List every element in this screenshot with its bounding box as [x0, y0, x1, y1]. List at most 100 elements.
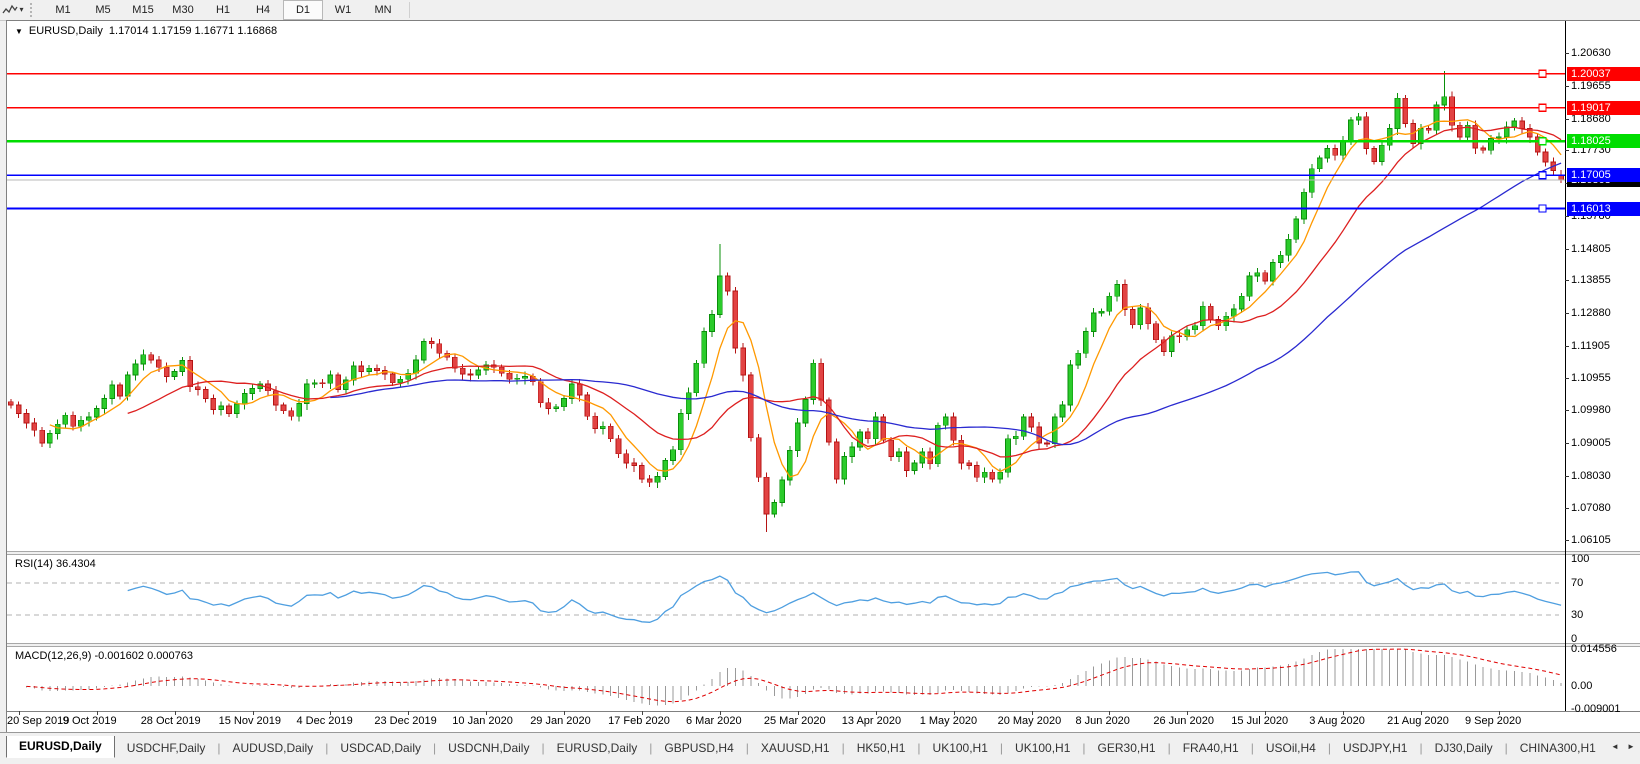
axis-tick — [1565, 377, 1569, 379]
date-tick — [18, 711, 20, 715]
date-tick — [875, 711, 877, 715]
panel-splitter[interactable] — [7, 551, 1640, 555]
chart-tab-audusd-daily[interactable]: AUDUSD,Daily — [232, 741, 314, 755]
date-axis-label: 8 Jun 2020 — [1075, 715, 1130, 727]
timeframe-button-m1[interactable]: M1 — [55, 4, 71, 16]
axis-tick — [1565, 85, 1569, 87]
rsi-axis-label: 30 — [1571, 608, 1584, 621]
date-tick — [564, 711, 566, 715]
price-axis-label: 1.11905 — [1571, 339, 1610, 352]
chart-tab-uk100-h1[interactable]: UK100,H1 — [932, 741, 988, 755]
level-line-handle[interactable] — [1538, 103, 1547, 113]
tab-divider: | — [841, 741, 845, 755]
chart-window: ▼ EURUSD,Daily 1.17014 1.17159 1.16771 1… — [6, 20, 1640, 733]
tab-scroll-right-icon[interactable]: ► — [1627, 742, 1635, 751]
price-axis-label: 1.20630 — [1571, 47, 1611, 60]
timeframe-button-m15[interactable]: M15 — [132, 4, 154, 16]
chart-tab-fra40-h1[interactable]: FRA40,H1 — [1182, 741, 1239, 755]
chart-symbol-label: EURUSD,Daily — [28, 25, 103, 37]
level-price-badge: 1.16013 — [1567, 201, 1640, 216]
date-tick — [1187, 711, 1189, 715]
chart-ohlc-values: 1.17014 1.17159 1.16771 1.16868 — [108, 25, 278, 37]
chart-tab-usdcad-daily[interactable]: USDCAD,Daily — [340, 741, 421, 755]
macd-histogram — [25, 649, 1562, 706]
horizontal-level-line[interactable] — [7, 69, 1565, 78]
date-axis-label: 17 Feb 2020 — [608, 715, 670, 727]
timeframe-button-m30[interactable]: M30 — [172, 4, 194, 16]
tab-divider: | — [217, 741, 221, 755]
price-axis-label: 1.07080 — [1571, 501, 1611, 514]
macd-signal-line — [26, 648, 1562, 703]
date-axis-label: 28 Oct 2019 — [140, 715, 201, 727]
price-chart-plot — [7, 69, 1565, 533]
chart-tab-gbpusd-h4[interactable]: GBPUSD,H4 — [664, 741, 734, 755]
chart-tab-usdchf-daily[interactable]: USDCHF,Daily — [126, 741, 206, 755]
tab-divider: | — [1250, 741, 1254, 755]
horizontal-level-line[interactable] — [7, 171, 1565, 180]
chart-tab-uk100-h1[interactable]: UK100,H1 — [1015, 741, 1071, 755]
date-axis-label: 13 Apr 2020 — [841, 715, 902, 727]
chart-tab-eurusd-daily[interactable]: EURUSD,Daily — [6, 736, 115, 758]
chart-tab-usdjpy-h1[interactable]: USDJPY,H1 — [1342, 741, 1408, 755]
date-axis-label: 9 Oct 2019 — [62, 715, 117, 727]
price-axis-line — [1565, 21, 1566, 711]
date-axis-label: 23 Dec 2019 — [374, 715, 437, 727]
axis-tick — [1565, 215, 1569, 217]
timeframe-button-m5[interactable]: M5 — [95, 4, 111, 16]
date-axis-label: 15 Jul 2020 — [1231, 715, 1289, 727]
chart-tabs: EURUSD,Daily USDCHF,Daily | AUDUSD,Daily | US… — [6, 736, 1606, 758]
date-axis-label: 20 Sep 2019 — [7, 715, 70, 727]
level-line-handle[interactable] — [1538, 204, 1547, 213]
axis-tick — [1565, 507, 1569, 509]
price-axis-label: 1.06105 — [1571, 534, 1611, 547]
macd-axis-label: 0.00 — [1571, 679, 1593, 692]
axis-tick — [1565, 248, 1569, 250]
timeframe-button-w1[interactable]: W1 — [334, 4, 352, 16]
panel-splitter[interactable] — [7, 643, 1640, 647]
macd-label: MACD(12,26,9) -0.001602 0.000763 — [15, 650, 193, 662]
candlestick-chart-icon — [2, 4, 19, 14]
ma-line-fast — [49, 119, 1562, 478]
horizontal-level-line[interactable] — [7, 136, 1565, 146]
timeframe-button-h4[interactable]: H4 — [255, 4, 271, 16]
tab-scroll-left-icon[interactable]: ◄ — [1611, 742, 1619, 751]
chart-tab-usoil-h4[interactable]: USOil,H4 — [1265, 741, 1316, 755]
date-tick — [252, 711, 254, 715]
chart-tab-dj30-daily[interactable]: DJ30,Daily — [1434, 741, 1493, 755]
timeframe-button-mn[interactable]: MN — [374, 4, 392, 16]
rsi-line — [127, 571, 1562, 623]
rsi-axis-label: 0 — [1571, 632, 1578, 645]
collapse-arrow-icon[interactable]: ▼ — [15, 26, 23, 36]
chart-tab-xauusd-h1[interactable]: XAUUSD,H1 — [760, 741, 830, 755]
chart-tab-hk50-h1[interactable]: HK50,H1 — [856, 741, 906, 755]
timeframe-button-h1[interactable]: H1 — [215, 4, 231, 16]
horizontal-level-line[interactable] — [7, 103, 1565, 113]
tab-divider: | — [1327, 741, 1331, 755]
toolbar-grip[interactable] — [30, 3, 37, 17]
tab-divider: | — [1419, 741, 1423, 755]
date-tick — [1109, 711, 1111, 715]
date-axis-label: 20 May 2020 — [997, 715, 1062, 727]
chart-tab-bar: EURUSD,Daily USDCHF,Daily | AUDUSD,Daily | US… — [0, 732, 1640, 764]
price-axis-label: 1.10955 — [1571, 371, 1611, 384]
date-tick — [642, 711, 644, 715]
date-tick — [797, 711, 799, 715]
level-line-handle[interactable] — [1538, 136, 1547, 146]
horizontal-level-line[interactable] — [7, 204, 1565, 213]
level-line-handle[interactable] — [1538, 171, 1547, 180]
chart-type-button[interactable]: ▾ — [0, 1, 26, 19]
chart-tab-ger30-h1[interactable]: GER30,H1 — [1097, 741, 1156, 755]
level-line-handle[interactable] — [1538, 69, 1547, 78]
chart-tab-eurusd-daily[interactable]: EURUSD,Daily — [556, 741, 638, 755]
level-price-badge: 1.18025 — [1567, 134, 1640, 149]
chart-tab-usdcnh-daily[interactable]: USDCNH,Daily — [448, 741, 530, 755]
chart-tab-china300-h1[interactable]: CHINA300,H1 — [1519, 741, 1596, 755]
timeframe-button-d1[interactable]: D1 — [283, 0, 323, 20]
date-tick — [953, 711, 955, 715]
date-axis-label: 21 Aug 2020 — [1387, 715, 1449, 727]
rsi-axis-label: 70 — [1571, 576, 1584, 589]
tab-divider: | — [325, 741, 329, 755]
tab-divider: | — [1082, 741, 1086, 755]
tab-divider: | — [999, 741, 1004, 755]
ma-line-slow — [330, 162, 1562, 446]
